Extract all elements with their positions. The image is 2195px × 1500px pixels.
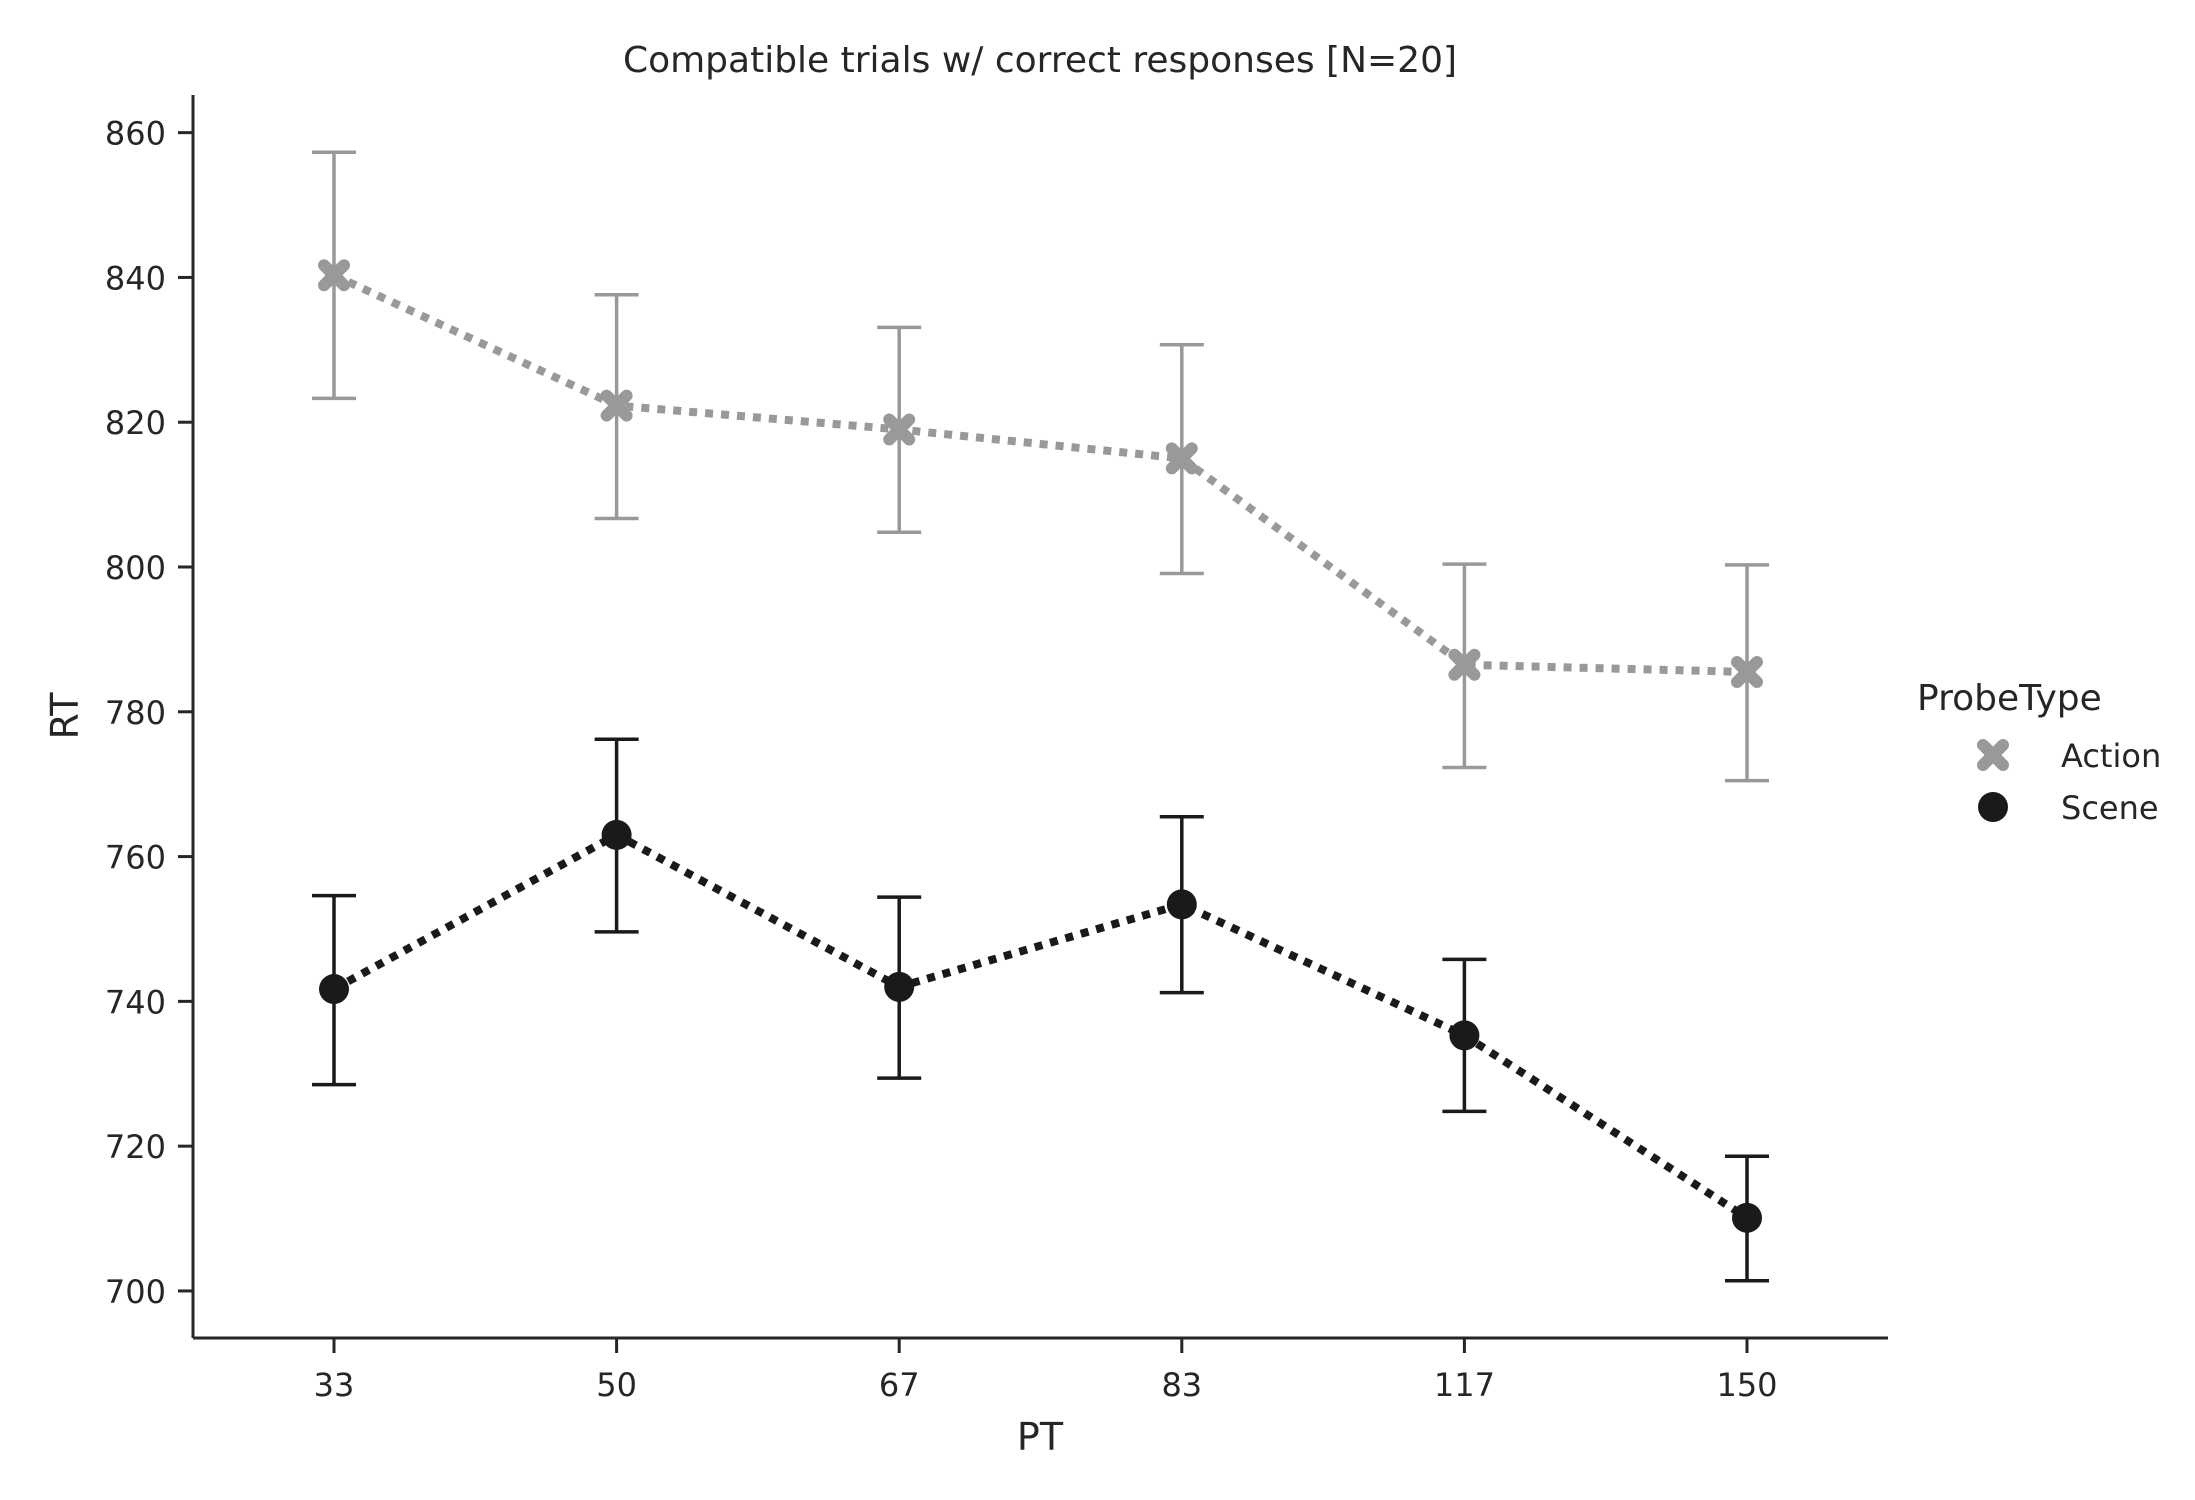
data-point xyxy=(318,259,350,292)
y-tick-label: 840 xyxy=(105,259,166,297)
data-point xyxy=(1448,648,1481,681)
data-point xyxy=(1732,1202,1762,1233)
legend: ProbeType Action Scene xyxy=(1917,678,2161,827)
x-tick-label: 117 xyxy=(1434,1366,1495,1404)
plot-area xyxy=(312,150,1769,1283)
legend-items: Action Scene xyxy=(1977,737,2161,827)
y-tick-label: 760 xyxy=(105,839,166,877)
series-action xyxy=(312,150,1769,783)
x-tick-label: 150 xyxy=(1716,1366,1777,1404)
y-tick-label: 800 xyxy=(105,549,166,587)
series-line xyxy=(332,830,1750,1222)
data-point xyxy=(601,819,632,850)
series-line xyxy=(332,271,1748,676)
legend-item-action: Action xyxy=(1977,737,2161,775)
y-tick-label: 720 xyxy=(105,1128,166,1166)
y-tick-label: 820 xyxy=(105,404,166,442)
data-point xyxy=(600,389,633,422)
y-axis-label: RT xyxy=(43,692,87,740)
y-tick-label: 860 xyxy=(105,115,166,153)
legend-marker xyxy=(1978,792,2008,822)
data-point xyxy=(1731,655,1763,688)
x-axis-label: PT xyxy=(1017,1415,1064,1459)
y-tick-label: 740 xyxy=(105,983,166,1021)
legend-marker xyxy=(1977,739,2009,771)
data-point xyxy=(1166,889,1197,920)
y-tick-label: 700 xyxy=(105,1273,166,1311)
x-tick-label: 50 xyxy=(596,1366,637,1404)
data-point xyxy=(1165,442,1198,475)
legend-title: ProbeType xyxy=(1917,678,2102,719)
x-tick-label: 33 xyxy=(314,1366,355,1404)
series-layer xyxy=(312,150,1769,1283)
legend-label: Action xyxy=(2061,737,2161,775)
series-scene xyxy=(312,737,1769,1283)
chart-title: Compatible trials w/ correct responses [… xyxy=(623,40,1457,81)
data-point xyxy=(1449,1020,1480,1051)
legend-label: Scene xyxy=(2061,789,2159,827)
data-point xyxy=(884,971,915,1002)
data-point xyxy=(883,413,916,446)
x-tick-label: 67 xyxy=(879,1366,920,1404)
x-tick-label: 83 xyxy=(1161,1366,1202,1404)
data-point xyxy=(319,974,349,1005)
legend-item-scene: Scene xyxy=(1978,789,2159,827)
y-tick-label: 780 xyxy=(105,694,166,732)
x-ticks: 33 50 67 83 117 150 xyxy=(314,1338,1778,1404)
y-ticks: 700 720 740 760 780 800 820 840 860 xyxy=(105,115,193,1311)
